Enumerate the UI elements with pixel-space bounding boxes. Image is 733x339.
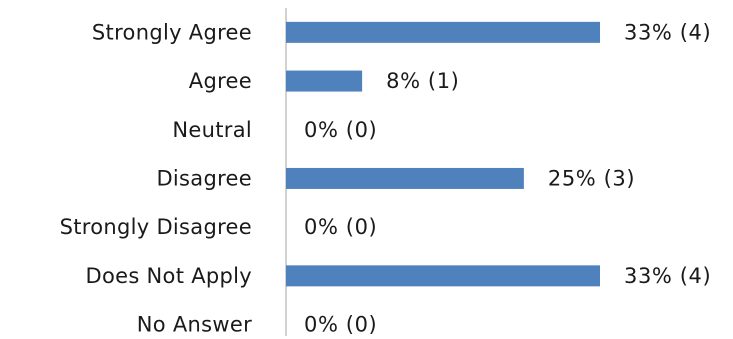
category-label: Disagree (156, 166, 252, 190)
category-labels-group: Strongly Agree Agree Neutral Disagree Strong… (60, 20, 252, 336)
bar-disagree (286, 167, 524, 189)
value-label: 0% (0) (304, 215, 377, 239)
category-label: Agree (189, 69, 252, 93)
value-labels-group: 33% (4) 8% (1) 0% (0) 25% (3) 0% (0) 33% (4) 0… (304, 20, 711, 336)
value-label: 33% (4) (624, 264, 711, 288)
value-label: 0% (0) (304, 118, 377, 142)
value-label: 25% (3) (548, 166, 635, 190)
category-label: Strongly Agree (92, 20, 252, 44)
bar-does-not-apply (286, 265, 600, 287)
value-label: 33% (4) (624, 20, 711, 44)
bars-group (286, 21, 600, 287)
bar-agree (286, 70, 363, 92)
bar-strongly-agree (286, 21, 600, 43)
category-label: Does Not Apply (85, 264, 252, 288)
value-label: 0% (0) (304, 313, 377, 337)
category-label: Neutral (172, 118, 252, 142)
category-label: Strongly Disagree (60, 215, 252, 239)
category-label: No Answer (137, 313, 252, 337)
value-label: 8% (1) (386, 69, 459, 93)
